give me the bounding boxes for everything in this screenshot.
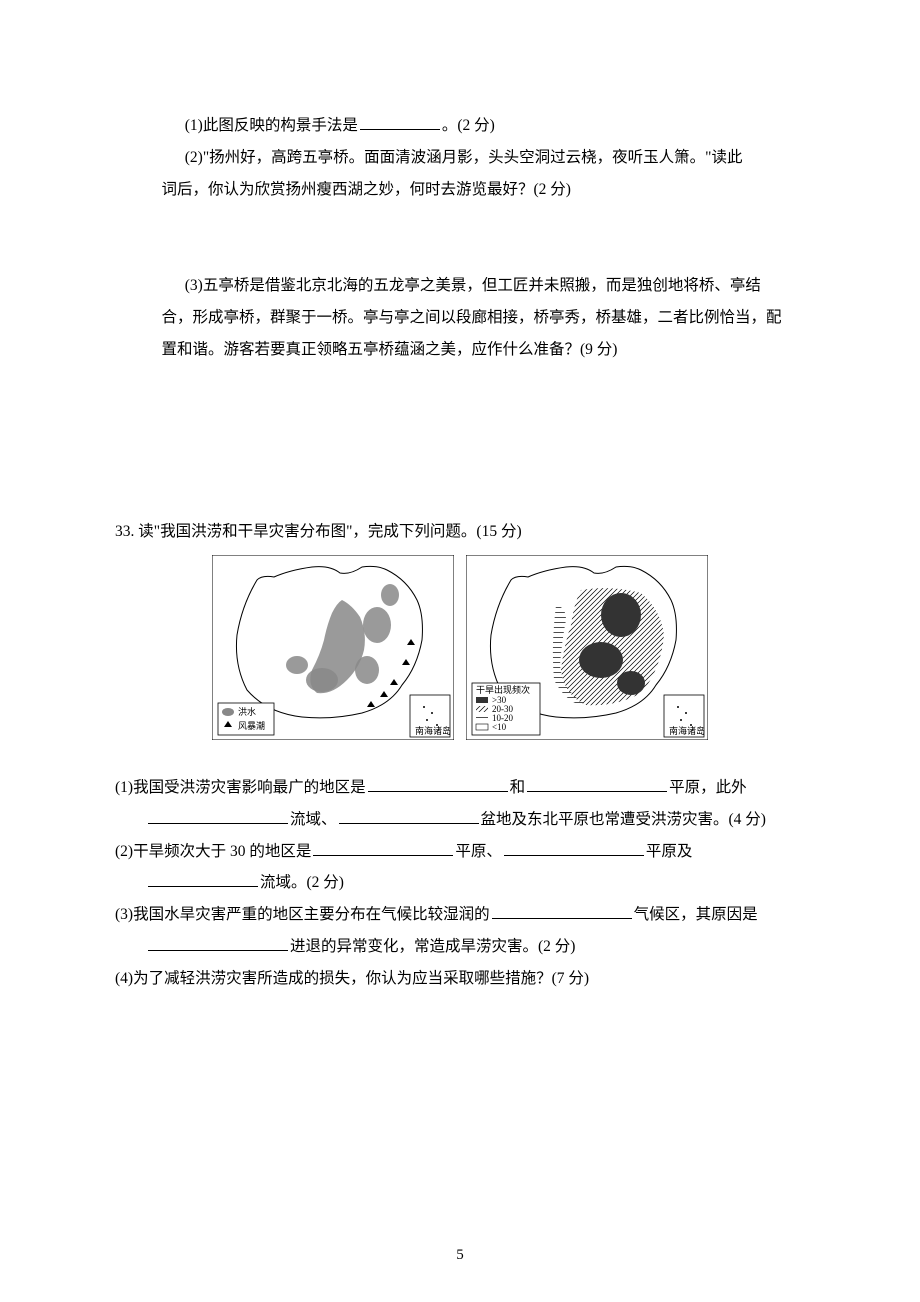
- map-drought: 干旱出现频次 >30 20-30 10-20 <10 南海诸岛: [466, 555, 708, 752]
- q33-sub3-c: 进退的异常变化，常造成旱涝灾害。(2 分): [290, 938, 575, 955]
- legend-flood-text: 洪水: [238, 706, 256, 717]
- q33-sub2-line2: 流域。(2 分): [115, 867, 805, 899]
- q1-sub1: (1)此图反映的构景手法是 。(2 分): [115, 110, 805, 142]
- q1-sub3-text-a: (3)五亭桥是借鉴北京北海的五龙亭之美景，但工匠并未照搬，而是独创地将桥、亭结: [185, 277, 761, 294]
- blank-33-3-1: [492, 904, 632, 920]
- q1-sub1-text-b: 。(2 分): [442, 117, 495, 134]
- q33-title-text: 33. 读"我国洪涝和干旱灾害分布图"，完成下列问题。(15 分): [115, 523, 522, 540]
- q33-sub1-c: 平原，此外: [669, 779, 747, 796]
- q33-sub3-a: (3)我国水旱灾害严重的地区主要分布在气候比较湿润的: [115, 906, 490, 923]
- spacer-1: [115, 205, 805, 270]
- q33-sub1-a: (1)我国受洪涝灾害影响最广的地区是: [115, 779, 366, 796]
- legend-drought-title: 干旱出现频次: [476, 684, 530, 695]
- legend-islands-right: 南海诸岛: [669, 725, 705, 736]
- q1-sub3-line2: 合，形成亭桥，群聚于一桥。亭与亭之间以段廊相接，桥亭秀，桥基雄，二者比例恰当，配: [115, 302, 805, 334]
- blank-33-1-2: [527, 777, 667, 793]
- blank-33-1-4: [339, 808, 479, 824]
- q1-sub3-text-b: 合，形成亭桥，群聚于一桥。亭与亭之间以段廊相接，桥亭秀，桥基雄，二者比例恰当，配: [162, 309, 782, 326]
- spacer-2: [115, 366, 805, 516]
- q33-sub2-d: 流域。(2 分): [260, 874, 344, 891]
- q1-sub2-line2: 词后，你认为欣赏扬州瘦西湖之妙，何时去游览最好？(2 分): [115, 174, 805, 206]
- q1-sub3-text-c: 置和谐。游客若要真正领略五亭桥蕴涵之美，应作什么准备？(9 分): [162, 341, 618, 358]
- page-number-text: 5: [456, 1247, 464, 1263]
- legend-d4: <10: [492, 722, 507, 732]
- q1-sub3-line1: (3)五亭桥是借鉴北京北海的五龙亭之美景，但工匠并未照搬，而是独创地将桥、亭结: [115, 270, 805, 302]
- q33-sub2-b: 平原、: [455, 843, 502, 860]
- q33-sub2-line1: (2)干旱频次大于 30 的地区是 平原、 平原及: [115, 836, 805, 868]
- legend-islands-left: 南海诸岛: [415, 725, 451, 736]
- q33-sub3-line1: (3)我国水旱灾害严重的地区主要分布在气候比较湿润的 气候区，其原因是: [115, 899, 805, 931]
- q1-sub2-line1: (2)"扬州好，高跨五亭桥。面面清波涵月影，头头空洞过云桡，夜听玉人箫。"读此: [115, 142, 805, 174]
- q33-sub1-line2: 流域、 盆地及东北平原也常遭受洪涝灾害。(4 分): [115, 804, 805, 836]
- maps-container: 洪水 风暴潮 南海诸岛: [115, 555, 805, 752]
- q33-sub3-b: 气候区，其原因是: [634, 906, 758, 923]
- blank-33-2-3: [148, 872, 258, 888]
- q33-sub4-text: (4)为了减轻洪涝灾害所造成的损失，你认为应当采取哪些措施？(7 分): [115, 970, 589, 987]
- q33-sub2-c: 平原及: [646, 843, 693, 860]
- document-body: (1)此图反映的构景手法是 。(2 分) (2)"扬州好，高跨五亭桥。面面清波涵月…: [115, 110, 805, 994]
- q33-sub2-a: (2)干旱频次大于 30 的地区是: [115, 843, 311, 860]
- q33-sub4: (4)为了减轻洪涝灾害所造成的损失，你认为应当采取哪些措施？(7 分): [115, 963, 805, 995]
- q33-title: 33. 读"我国洪涝和干旱灾害分布图"，完成下列问题。(15 分): [115, 516, 805, 548]
- page-number: 5: [0, 1247, 920, 1264]
- q1-sub2-text-a: (2)"扬州好，高跨五亭桥。面面清波涵月影，头头空洞过云桡，夜听玉人箫。"读此: [185, 149, 743, 166]
- q33-sub1-e: 盆地及东北平原也常遭受洪涝灾害。(4 分): [481, 811, 766, 828]
- q33-sub1-d: 流域、: [290, 811, 337, 828]
- blank-q1-1: [360, 115, 440, 131]
- legend-storm-text: 风暴潮: [238, 720, 265, 731]
- blank-33-2-1: [313, 840, 453, 856]
- q1-sub3-line3: 置和谐。游客若要真正领略五亭桥蕴涵之美，应作什么准备？(9 分): [115, 334, 805, 366]
- blank-33-1-3: [148, 808, 288, 824]
- blank-33-3-2: [148, 935, 288, 951]
- blank-33-2-2: [504, 840, 644, 856]
- q1-sub2-text-b: 词后，你认为欣赏扬州瘦西湖之妙，何时去游览最好？(2 分): [162, 181, 571, 198]
- blank-33-1-1: [368, 777, 508, 793]
- q33-sub3-line2: 进退的异常变化，常造成旱涝灾害。(2 分): [115, 931, 805, 963]
- map-flood: 洪水 风暴潮 南海诸岛: [212, 555, 454, 752]
- q33-sub1-line1: (1)我国受洪涝灾害影响最广的地区是 和 平原，此外: [115, 772, 805, 804]
- q33-sub1-b: 和: [510, 779, 526, 796]
- q1-sub1-text-a: (1)此图反映的构景手法是: [185, 117, 358, 134]
